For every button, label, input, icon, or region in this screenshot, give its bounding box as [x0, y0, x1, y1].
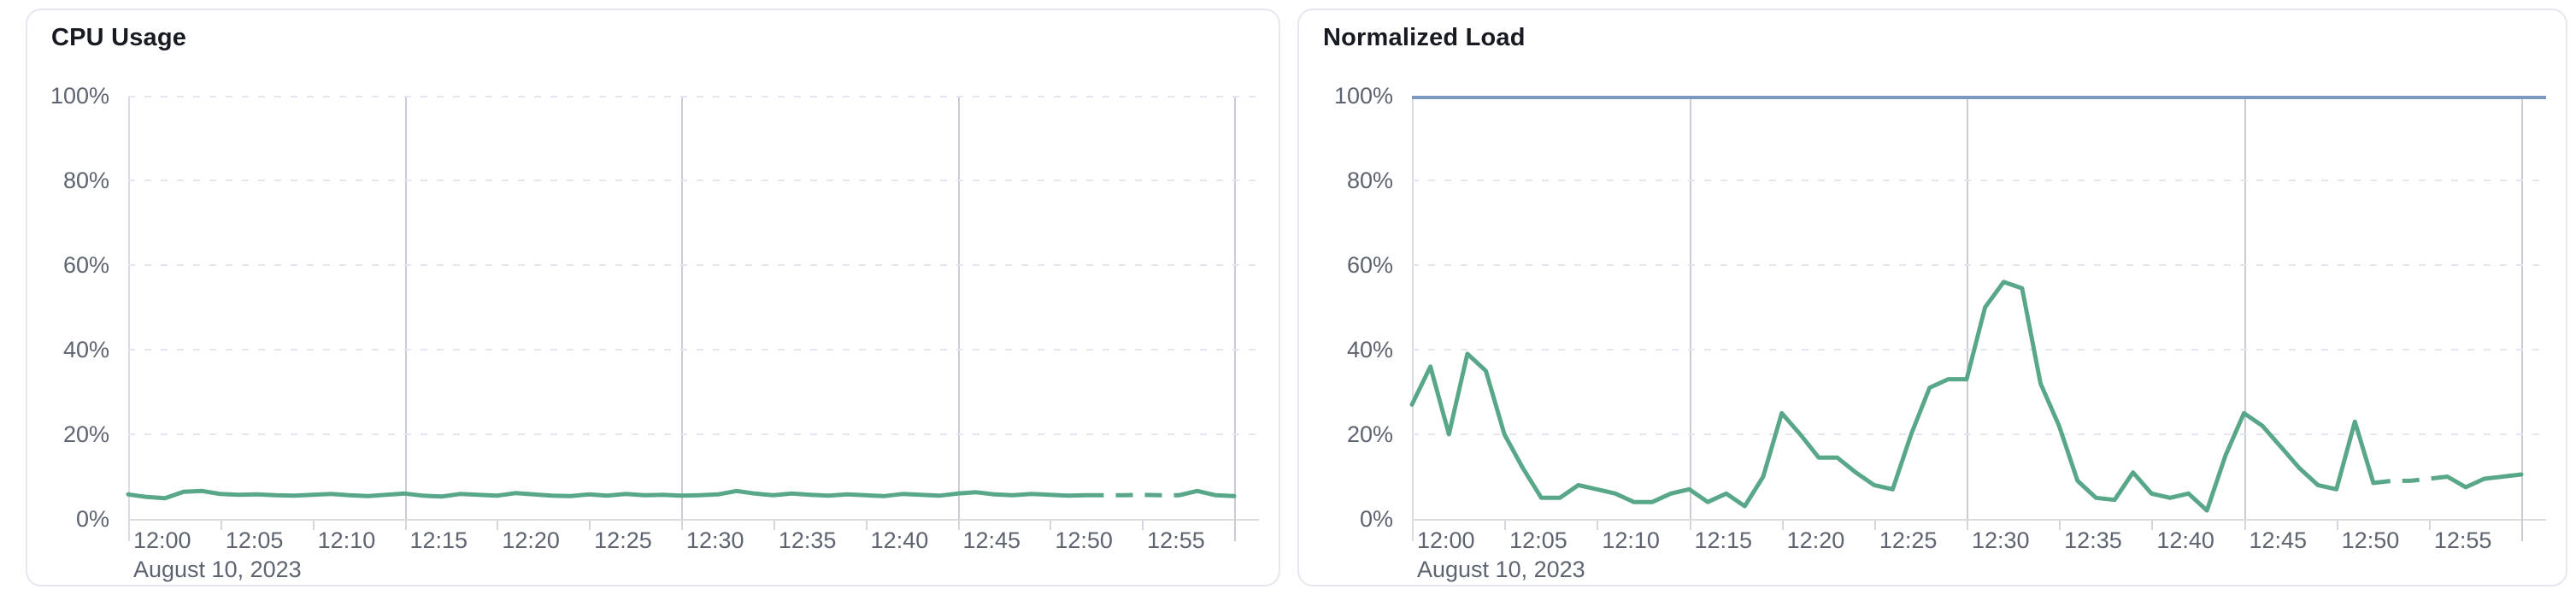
x-tick-label: 12:55 — [1147, 527, 1205, 553]
x-tick-label: 12:45 — [2249, 527, 2308, 553]
x-tick-label: 12:25 — [594, 527, 652, 553]
x-tick-label: 12:05 — [225, 527, 284, 553]
x-tick-label: 12:55 — [2433, 527, 2492, 553]
v-gridline — [1689, 96, 1691, 519]
x-tick-label: 12:00 — [1417, 527, 1475, 553]
x-tick-label: 12:20 — [1786, 527, 1845, 553]
y-tick-label: 60% — [62, 252, 109, 278]
x-axis-tick — [2244, 519, 2246, 530]
y-tick-label: 0% — [75, 506, 109, 532]
x-tick-label: 12:25 — [1879, 527, 1938, 553]
y-tick-label: 40% — [62, 337, 109, 362]
end-marker-line — [2521, 96, 2523, 541]
series-line-cpu-usage-dashed — [1086, 492, 1179, 498]
y-tick-label: 40% — [1346, 337, 1393, 362]
x-tick-label: 12:40 — [870, 527, 929, 553]
v-gridline — [404, 96, 407, 519]
y-tick-label: 20% — [62, 421, 109, 447]
x-axis-line — [128, 519, 1259, 521]
x-axis-tick — [1504, 519, 1507, 530]
x-axis-tick — [220, 519, 222, 530]
x-axis-tick — [1781, 519, 1784, 530]
x-axis-tick — [2059, 519, 2061, 530]
x-tick-label: 12:35 — [2064, 527, 2122, 553]
x-tick-label: 12:35 — [778, 527, 837, 553]
x-tick-label: 12:15 — [1694, 527, 1753, 553]
y-tick-label: 80% — [62, 168, 109, 193]
x-axis-tick — [589, 519, 591, 530]
x-axis-tick — [773, 519, 775, 530]
x-axis-tick — [865, 519, 867, 530]
x-tick-label: 12:40 — [2156, 527, 2214, 553]
x-tick-label: 12:30 — [686, 527, 744, 553]
x-axis-tick — [957, 519, 960, 530]
x-axis-tick — [1597, 519, 1599, 530]
x-tick-label: 12:30 — [1972, 527, 2030, 553]
x-axis-tick — [1050, 519, 1052, 530]
v-gridline — [2244, 96, 2246, 519]
y-tick-label: 20% — [1346, 421, 1393, 447]
x-axis-tick — [1873, 519, 1876, 530]
plot-canvas[interactable] — [126, 96, 1259, 519]
cpu-usage-chart-area: 100% 80% 60% 40% 20% 0% 12:00 12:05 12:10 12:15 12… — [27, 10, 1279, 585]
x-tick-label: 12:20 — [502, 527, 560, 553]
cpu-usage-card: CPU Usage 100% 80% 60% 40% 20% 0% 12:00 12:05 12… — [26, 9, 1280, 586]
x-axis-tick — [1967, 519, 1968, 530]
v-gridline — [1967, 96, 1968, 519]
x-tick-label: 12:10 — [317, 527, 376, 553]
x-tick-label: 12:50 — [1055, 527, 1113, 553]
series-line-normalized-load — [2445, 472, 2524, 490]
series-line-normalized-load — [1409, 280, 2376, 513]
x-tick-label: 12:10 — [1602, 527, 1660, 553]
x-tick-label: 12:00 — [133, 527, 191, 553]
end-marker-line — [1234, 96, 1236, 541]
y-tick-label: 60% — [1346, 252, 1393, 278]
v-gridline — [957, 96, 960, 519]
date-label: August 10, 2023 — [1417, 557, 1585, 582]
y-tick-label: 100% — [1333, 83, 1393, 109]
x-axis-tick — [1689, 519, 1691, 530]
date-label: August 10, 2023 — [133, 557, 302, 582]
y-tick-label: 80% — [1346, 168, 1393, 193]
x-tick-label: 12:45 — [962, 527, 1021, 553]
x-axis-tick — [1142, 519, 1144, 530]
x-axis-tick — [681, 519, 683, 530]
y-tick-label: 100% — [50, 83, 109, 109]
x-axis-tick — [312, 519, 315, 530]
series-line-cpu-usage — [1176, 488, 1237, 498]
normalized-load-card: Normalized Load 100% 80% 60% 40% 20% 0% 12:00 1… — [1297, 9, 2567, 586]
plot-left-border — [128, 96, 130, 541]
x-axis-tick — [404, 519, 407, 530]
plot-canvas[interactable] — [1409, 96, 2546, 519]
x-axis-tick — [2428, 519, 2431, 530]
chart-title-cpu-usage: CPU Usage — [51, 24, 187, 51]
x-axis-tick — [2336, 519, 2338, 530]
x-axis-tick — [497, 519, 499, 530]
x-tick-label: 12:05 — [1509, 527, 1567, 553]
normalized-load-chart-area: 100% 80% 60% 40% 20% 0% 12:00 12:05 12:10 12:15 12… — [1299, 10, 2566, 585]
x-tick-label: 12:15 — [409, 527, 468, 553]
y-tick-label: 0% — [1359, 506, 1393, 532]
plot-left-border — [1412, 96, 1414, 541]
series-line-normalized-load-dashed — [2373, 474, 2448, 486]
x-tick-label: 12:50 — [2341, 527, 2400, 553]
chart-title-normalized-load: Normalized Load — [1323, 24, 1526, 51]
x-axis-tick — [2151, 519, 2154, 530]
series-line-cpu-usage — [126, 488, 1089, 501]
v-gridline — [681, 96, 683, 519]
x-axis-line — [1412, 519, 2546, 521]
